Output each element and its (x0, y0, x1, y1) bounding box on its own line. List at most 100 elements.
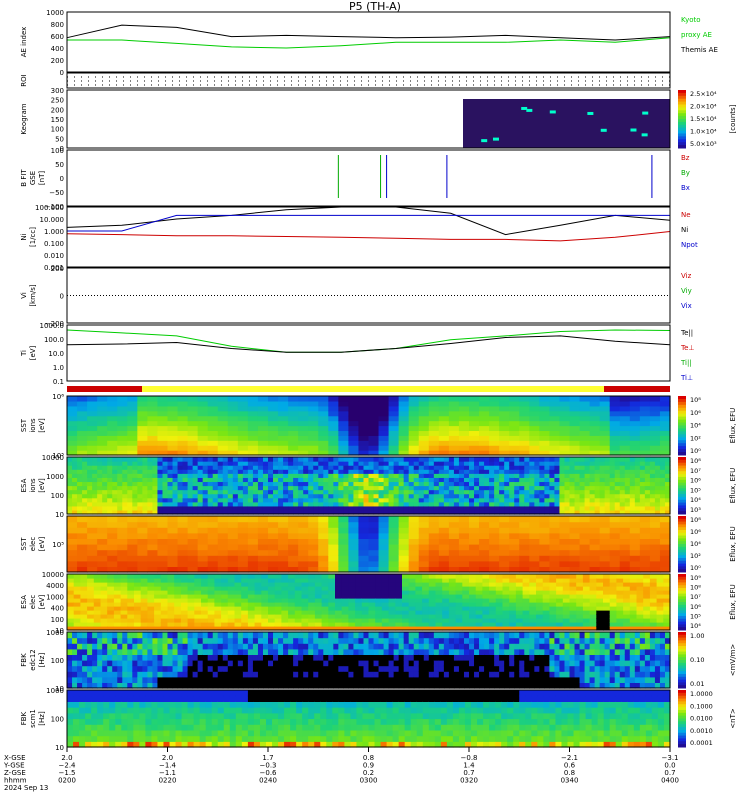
sst_e-pixel (388, 544, 400, 551)
esa_e-pixel (562, 590, 571, 595)
esa_i-pixel (398, 481, 405, 487)
esa_e-pixel (656, 594, 664, 599)
esa_i-pixel (227, 481, 234, 487)
esa_i-pixel (489, 457, 495, 462)
esa_e-pixel (113, 582, 122, 587)
sst_i-pixel (157, 400, 169, 407)
esa_i-pixel (358, 477, 365, 483)
esa_e-pixel (341, 578, 349, 583)
esa_e-pixel (482, 622, 490, 627)
sst_e-pixel (519, 527, 530, 534)
esa_i-pixel (453, 501, 460, 507)
esa_e-pixel (348, 598, 356, 603)
esa_i-pixel (112, 481, 118, 487)
esa_e-pixel (502, 598, 510, 603)
esa_i-pixel (629, 497, 636, 503)
sst_i-pixel (127, 450, 138, 456)
esa_i-pixel (227, 457, 234, 462)
esa_i-pixel (438, 509, 445, 515)
esa_i-pixel (87, 509, 93, 515)
esa_e-pixel (100, 602, 108, 607)
esa_e-pixel (234, 574, 242, 579)
fbk_e-pixel (353, 654, 360, 661)
esa_e-pixel (629, 626, 638, 631)
fbk_e-pixel (413, 643, 420, 650)
esa_i-pixel (609, 489, 616, 495)
sst_i-pixel (438, 430, 450, 436)
sst_i-pixel (569, 430, 581, 436)
sst_e-pixel (207, 516, 219, 523)
sst_e-pixel (378, 566, 390, 573)
sst_e-pixel (469, 538, 480, 545)
fbk_e-pixel (303, 643, 309, 650)
sst_e-pixel (358, 516, 370, 523)
esa_e-pixel (428, 594, 437, 599)
esa_e-pixel (268, 578, 276, 583)
esa_e-pixel (455, 618, 463, 623)
esa_i-pixel (418, 481, 425, 487)
fbk_e-pixel (363, 637, 370, 644)
esa_i-pixel (534, 481, 540, 487)
esa_e-pixel (435, 614, 443, 619)
fbk_e-pixel (217, 637, 224, 644)
esa_i-pixel (614, 493, 621, 499)
fbk_e-pixel (137, 637, 143, 644)
esa_e-pixel (221, 586, 229, 591)
esa_e-pixel (361, 610, 370, 615)
sst_e-pixel (177, 527, 189, 534)
fbk_e-pixel (147, 671, 154, 678)
fbk_e-pixel (388, 632, 395, 639)
fbk_e-pixel (288, 676, 294, 683)
fbk_e-pixel (212, 643, 219, 650)
sst_e-pixel (408, 521, 420, 528)
esa_e-pixel (529, 602, 537, 607)
esa_i-pixel (192, 457, 199, 462)
esa_i-pixel (398, 509, 405, 515)
sst_i-pixel (197, 450, 209, 456)
fbk_e-pixel (192, 665, 199, 672)
esa_i-pixel (559, 461, 566, 466)
esa_i-pixel (338, 457, 344, 462)
fbk_e-pixel (207, 648, 214, 655)
esa_i-pixel (659, 477, 666, 483)
sst_i-pixel (448, 400, 460, 407)
fbk_e-pixel (207, 654, 214, 661)
sst_i-pixel (579, 415, 591, 422)
sst_i-pixel (298, 410, 309, 417)
esa_e-pixel (154, 626, 162, 631)
sst_i-pixel (619, 396, 631, 402)
sst_e-pixel (247, 538, 259, 545)
fbk_e-pixel (92, 682, 98, 689)
esa_e-pixel (469, 602, 477, 607)
fbk_e-pixel (328, 660, 334, 667)
esa_i-pixel (298, 505, 304, 511)
fbk_e-pixel (413, 648, 420, 655)
esa_e-pixel (556, 578, 564, 583)
esa_e-pixel (174, 594, 182, 599)
esa_i-pixel (197, 473, 204, 478)
fbk_e-pixel (217, 665, 224, 672)
esa_e-pixel (408, 582, 416, 587)
esa_e-pixel (375, 606, 383, 611)
esa_e-pixel (120, 614, 128, 619)
esa_i-pixel (373, 497, 380, 503)
fbk_e-pixel (197, 648, 204, 655)
esa_i-pixel (469, 485, 475, 491)
esa_e-pixel (268, 582, 276, 587)
sst_e-pixel (87, 544, 98, 551)
fbk_e-pixel (393, 648, 400, 655)
esa_e-pixel (522, 626, 530, 631)
sst_i-pixel (539, 450, 550, 456)
sst_e-pixel (458, 527, 470, 534)
sst_i-pixel (659, 415, 671, 422)
esa_i-pixel (509, 469, 515, 474)
esa_i-pixel (117, 469, 123, 474)
sst_e-pixel (247, 532, 259, 539)
esa_e-pixel (234, 582, 242, 587)
sst_e-pixel (278, 555, 289, 562)
esa_e-pixel (288, 618, 296, 623)
esa_e-pixel (140, 602, 148, 607)
esa_i-pixel (393, 481, 400, 487)
esa_i-pixel (418, 473, 425, 478)
esa_i-pixel (564, 465, 571, 470)
